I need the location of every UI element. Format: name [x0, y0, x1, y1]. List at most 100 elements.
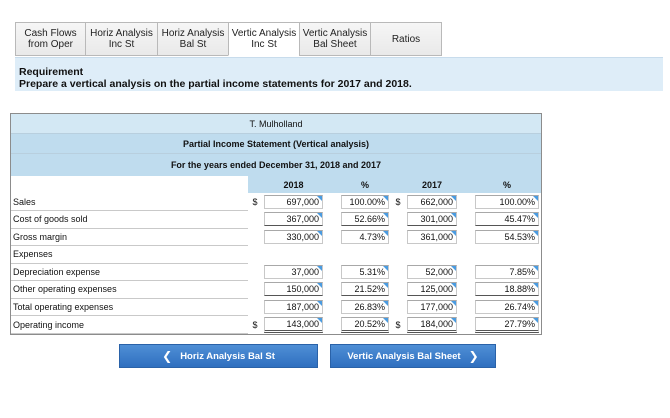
spacer: [325, 211, 339, 229]
amount-2018-input[interactable]: 143,000: [264, 316, 323, 333]
tab-cash-flows[interactable]: Cash Flows from Oper: [15, 22, 85, 56]
pct-2018-input[interactable]: 21.52%: [341, 282, 389, 297]
pct-2017-input[interactable]: 18.88%: [475, 282, 539, 297]
spacer: [459, 281, 473, 299]
pct-2017-input[interactable]: 100.00%: [475, 194, 539, 209]
dollar-sign: [248, 298, 262, 316]
pct-2017-input-cell: 26.74%: [473, 298, 541, 316]
row-label: Sales: [11, 193, 248, 211]
tab-vertic-bal-sheet[interactable]: Vertic Analysis Bal Sheet: [299, 22, 370, 56]
amount-2017-input[interactable]: 301,000: [407, 212, 457, 227]
spacer: [459, 316, 473, 334]
statement-row: Depreciation expense 37,000 5.31% 52,000 7.8…: [11, 263, 541, 281]
statement-row: Operating income $143,000 20.52% $184,000 27…: [11, 315, 541, 334]
pct-2018-input-cell: 21.52%: [339, 281, 391, 299]
empty-cell: [405, 246, 459, 264]
spacer: [459, 298, 473, 316]
pct-2018-input-cell: 4.73%: [339, 228, 391, 246]
tab-bar: Cash Flows from Oper Horiz Analysis Inc …: [15, 22, 442, 56]
dollar-sign: [248, 228, 262, 246]
amount-2018-input[interactable]: 37,000: [264, 264, 323, 279]
tab-label: Horiz Analysis Inc St: [90, 28, 153, 50]
amount-2018-input[interactable]: 367,000: [264, 212, 323, 227]
amount-2018-input-cell: 37,000: [262, 263, 325, 281]
amount-2017-input[interactable]: 125,000: [407, 282, 457, 297]
pct-2018-input[interactable]: 26.83%: [341, 299, 389, 314]
statement-row: Expenses: [11, 245, 541, 264]
empty-cell: [262, 246, 325, 264]
dollar-sign: [248, 211, 262, 229]
tab-vertic-inc-st[interactable]: Vertic Analysis Inc St: [228, 22, 299, 56]
dollar-sign: $: [252, 319, 258, 330]
row-label: Other operating expenses: [11, 280, 248, 299]
amount-2017-input-cell: 177,000: [405, 298, 459, 316]
dollar-sign: [248, 246, 262, 264]
statement-row: Cost of goods sold 367,000 52.66% 301,000 45…: [11, 210, 541, 229]
amount-2018-input-cell: 697,000: [262, 193, 325, 211]
pct-2017-input[interactable]: 7.85%: [475, 264, 539, 279]
amount-2018-input[interactable]: 697,000: [264, 194, 323, 209]
dollar-sign: [391, 298, 405, 316]
amount-2017-input-cell: 125,000: [405, 281, 459, 299]
statement-table: 2018 % 2017 % Sales $697,000 100.00% $662,0…: [11, 176, 541, 334]
empty-cell: [473, 246, 541, 264]
pct-2018-input[interactable]: 52.66%: [341, 212, 389, 227]
spacer: [325, 263, 339, 281]
statement-title: Partial Income Statement (Vertical analy…: [11, 134, 541, 154]
pct-2017-input[interactable]: 26.74%: [475, 299, 539, 314]
dollar-sign: [391, 281, 405, 299]
amount-2018-input[interactable]: 150,000: [264, 282, 323, 297]
statement-row: Gross margin 330,000 4.73% 361,000 54.53%: [11, 228, 541, 246]
amount-2018-input[interactable]: 330,000: [264, 229, 323, 244]
next-tab-button[interactable]: Vertic Analysis Bal Sheet ❯: [330, 344, 496, 368]
pct-2017-input-cell: 27.79%: [473, 316, 541, 334]
tab-label: Ratios: [391, 33, 421, 45]
column-header-row: 2018 % 2017 %: [11, 176, 541, 193]
tab-label: Horiz Analysis Bal St: [161, 28, 225, 50]
pct-2018-input[interactable]: 5.31%: [341, 264, 389, 279]
amount-2018-input-cell: 150,000: [262, 281, 325, 299]
company-name: T. Mulholland: [11, 114, 541, 134]
spacer: [325, 281, 339, 299]
dollar-sign: $: [395, 196, 401, 207]
dollar-sign: [248, 281, 262, 299]
amount-2018-input[interactable]: 187,000: [264, 299, 323, 314]
row-label: Gross margin: [11, 228, 248, 246]
col-pct-2017-header: %: [473, 176, 541, 193]
pct-2017-input-cell: 54.53%: [473, 228, 541, 246]
col-pct-2018-header: %: [339, 176, 391, 193]
tab-label: Vertic Analysis Inc St: [231, 28, 297, 50]
col-2017-header: 2017: [405, 176, 459, 193]
amount-2017-input-cell: 361,000: [405, 228, 459, 246]
pct-2018-input[interactable]: 20.52%: [341, 316, 389, 333]
pct-2018-input-cell: 52.66%: [339, 211, 391, 229]
prev-tab-button[interactable]: ❮ Horiz Analysis Bal St: [119, 344, 318, 368]
pct-2018-input[interactable]: 4.73%: [341, 229, 389, 244]
dollar-sign: [248, 263, 262, 281]
amount-2017-input-cell: 301,000: [405, 211, 459, 229]
empty-cell: [339, 246, 391, 264]
pct-2017-input[interactable]: 45.47%: [475, 212, 539, 227]
row-label: Operating income: [11, 315, 248, 334]
amount-2017-input[interactable]: 184,000: [407, 316, 457, 333]
prev-button-label: Horiz Analysis Bal St: [180, 350, 275, 362]
spacer: [459, 228, 473, 246]
amount-2018-input-cell: 143,000: [262, 316, 325, 334]
dollar-sign: $: [252, 196, 258, 207]
requirement-text: Prepare a vertical analysis on the parti…: [19, 78, 412, 90]
amount-2017-input[interactable]: 177,000: [407, 299, 457, 314]
row-label: Total operating expenses: [11, 298, 248, 316]
pct-2018-input[interactable]: 100.00%: [341, 194, 389, 209]
pct-2017-input[interactable]: 54.53%: [475, 229, 539, 244]
amount-2017-input[interactable]: 361,000: [407, 229, 457, 244]
dollar-sign: [391, 211, 405, 229]
amount-2017-input[interactable]: 662,000: [407, 194, 457, 209]
pct-2017-input[interactable]: 27.79%: [475, 316, 539, 333]
amount-2017-input[interactable]: 52,000: [407, 264, 457, 279]
spacer: [459, 246, 473, 264]
dollar-sign: [391, 263, 405, 281]
pct-2018-input-cell: 20.52%: [339, 316, 391, 334]
tab-horiz-inc-st[interactable]: Horiz Analysis Inc St: [85, 22, 157, 56]
tab-horiz-bal-st[interactable]: Horiz Analysis Bal St: [157, 22, 228, 56]
tab-ratios[interactable]: Ratios: [370, 22, 442, 56]
